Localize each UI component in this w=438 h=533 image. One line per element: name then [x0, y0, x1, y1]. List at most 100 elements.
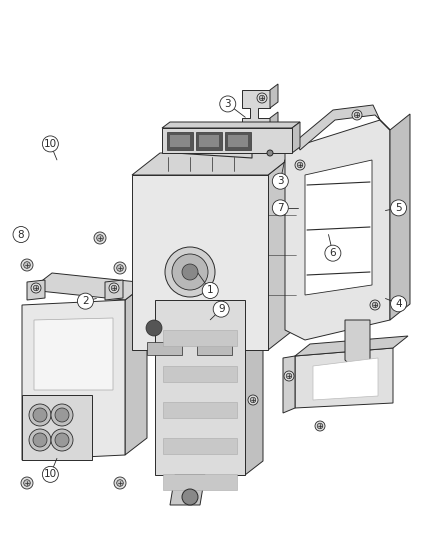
Circle shape [165, 247, 215, 297]
Polygon shape [30, 273, 147, 300]
Circle shape [352, 110, 362, 120]
Polygon shape [268, 153, 296, 350]
Circle shape [13, 227, 29, 243]
Text: 3: 3 [277, 176, 284, 186]
Polygon shape [390, 114, 410, 320]
Circle shape [391, 200, 406, 216]
Text: 5: 5 [395, 203, 402, 213]
Circle shape [21, 477, 33, 489]
Polygon shape [270, 84, 278, 108]
Polygon shape [283, 356, 295, 413]
Circle shape [31, 283, 41, 293]
Circle shape [33, 408, 47, 422]
Text: 8: 8 [18, 230, 25, 239]
Circle shape [55, 408, 69, 422]
Circle shape [213, 301, 229, 317]
Polygon shape [22, 300, 125, 460]
Circle shape [284, 371, 294, 381]
Circle shape [259, 95, 265, 101]
Circle shape [370, 300, 380, 310]
Circle shape [114, 477, 126, 489]
Polygon shape [34, 318, 113, 390]
Circle shape [182, 264, 198, 280]
Polygon shape [163, 438, 237, 454]
Circle shape [295, 160, 305, 170]
Circle shape [220, 96, 236, 112]
Text: 9: 9 [218, 304, 225, 314]
Circle shape [42, 136, 58, 152]
Polygon shape [105, 280, 123, 300]
Polygon shape [147, 342, 182, 355]
Polygon shape [167, 132, 193, 150]
Circle shape [250, 397, 256, 403]
Circle shape [117, 480, 124, 486]
Polygon shape [197, 342, 232, 355]
Polygon shape [155, 286, 263, 300]
Circle shape [272, 173, 288, 189]
Circle shape [391, 296, 406, 312]
Circle shape [33, 433, 47, 447]
Polygon shape [170, 475, 205, 505]
Circle shape [111, 285, 117, 290]
Circle shape [117, 265, 124, 271]
Polygon shape [196, 132, 222, 150]
Circle shape [42, 466, 58, 482]
Circle shape [24, 262, 30, 268]
Polygon shape [27, 280, 45, 300]
Circle shape [33, 285, 39, 290]
Polygon shape [295, 348, 393, 408]
Circle shape [325, 245, 341, 261]
Polygon shape [163, 366, 237, 382]
Circle shape [24, 480, 30, 486]
Text: 10: 10 [44, 470, 57, 479]
Text: 3: 3 [224, 99, 231, 109]
Text: 2: 2 [82, 296, 89, 306]
Circle shape [51, 404, 73, 426]
Circle shape [257, 93, 267, 103]
Circle shape [354, 112, 360, 118]
Polygon shape [162, 128, 292, 153]
Circle shape [202, 282, 218, 298]
Polygon shape [285, 120, 390, 340]
Polygon shape [297, 105, 390, 150]
Circle shape [297, 162, 303, 168]
Circle shape [146, 320, 162, 336]
Polygon shape [132, 153, 296, 175]
Polygon shape [292, 122, 300, 153]
Polygon shape [132, 175, 268, 350]
Polygon shape [228, 135, 248, 147]
Circle shape [29, 429, 51, 451]
Circle shape [114, 262, 126, 274]
Circle shape [51, 429, 73, 451]
Text: 4: 4 [395, 299, 402, 309]
Circle shape [97, 235, 103, 241]
Circle shape [272, 200, 288, 216]
Polygon shape [313, 358, 378, 400]
Polygon shape [295, 336, 408, 356]
Circle shape [78, 293, 93, 309]
Polygon shape [345, 320, 370, 370]
Circle shape [29, 404, 51, 426]
Polygon shape [22, 395, 92, 460]
Polygon shape [305, 160, 372, 295]
Polygon shape [155, 300, 245, 475]
Polygon shape [170, 135, 190, 147]
Polygon shape [163, 330, 237, 346]
Polygon shape [125, 283, 147, 455]
Polygon shape [199, 135, 219, 147]
Circle shape [182, 489, 198, 505]
Text: 1: 1 [207, 286, 214, 295]
Text: 6: 6 [329, 248, 336, 258]
Polygon shape [163, 402, 237, 418]
Polygon shape [163, 474, 237, 490]
Polygon shape [245, 286, 263, 475]
Polygon shape [225, 132, 251, 150]
Circle shape [172, 254, 208, 290]
Circle shape [315, 421, 325, 431]
Polygon shape [270, 112, 278, 138]
Circle shape [372, 302, 378, 308]
Circle shape [248, 395, 258, 405]
Circle shape [286, 373, 292, 379]
Circle shape [94, 232, 106, 244]
Circle shape [21, 259, 33, 271]
